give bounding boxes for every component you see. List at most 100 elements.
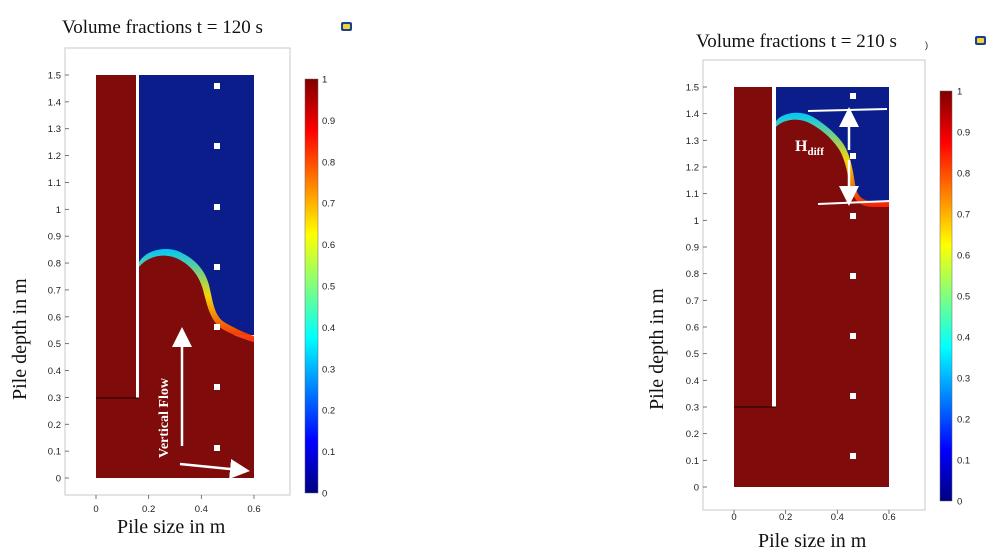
y-tick-label: 0.3 [686,403,699,414]
y-tick-label: 0.9 [686,243,699,254]
panel-right-title-suffix: ) [925,40,928,51]
y-tick-label: 0.4 [48,366,61,377]
y-tick-label: 0.1 [48,447,61,458]
y-tick-label: 1.4 [686,109,699,120]
probe-marker [850,153,856,159]
y-tick-label: 1.1 [48,178,61,189]
y-tick-label: 0.9 [48,232,61,243]
y-tick-label: 0.2 [48,420,61,431]
y-tick-label: 1.2 [686,163,699,174]
colorbar-tick-label: 0.4 [957,333,970,344]
y-tick-label: 0.2 [686,429,699,440]
panel-right-title-icon [975,36,986,45]
panel-left-colorbar [304,78,319,494]
panel-right-colorbar-ticks: 1 0.9 0.8 0.7 0.6 0.5 0.4 0.3 0.2 0.1 0 [957,87,970,508]
panel-right-colorbar [939,90,953,502]
x-tick-label: 0.2 [779,512,792,523]
colorbar-tick-label: 0.6 [957,251,970,262]
colorbar-tick-label: 1 [957,87,962,98]
x-tick-label: 0.2 [142,504,155,515]
panel-right-y-axis-label: Pile depth in m [646,288,668,410]
colorbar-tick-label: 0.5 [322,282,335,293]
colorbar-tick-label: 0.9 [322,116,335,127]
probe-markers [214,83,220,451]
panel-left-colorbar-ticks: 1 0.9 0.8 0.7 0.6 0.5 0.4 0.3 0.2 0.1 0 [322,75,335,500]
probe-marker [214,83,220,89]
probe-marker [850,93,856,99]
y-tick-label: 1.4 [48,97,61,108]
x-tick-label: 0.6 [882,512,895,523]
panel-right-x-axis-label: Pile size in m [758,530,867,552]
colorbar-tick-label: 0.1 [957,456,970,467]
y-tick-label: 0.5 [48,339,61,350]
colorbar-tick-label: 0.3 [322,364,335,375]
h-diff-label-main: H [795,138,808,155]
probe-marker [850,393,856,399]
panel-right-y-ticks: 1.5 1.4 1.3 1.2 1.1 1 0.9 0.8 0.7 0.6 0.5 0.4 0.3 0.2… [686,83,707,494]
h-diff-label: Hdiff [795,138,824,158]
y-tick-label: 0.6 [686,323,699,334]
panel-right-plot-area: Hdiff [734,87,891,487]
y-tick-label: 0.6 [48,312,61,323]
colorbar-tick-label: 0.2 [322,406,335,417]
h-diff-label-sub: diff [807,146,824,158]
pile-divider [136,75,139,398]
colorbar-tick-label: 0.7 [957,210,970,221]
x-tick-label: 0.4 [195,504,208,515]
colorbar-tick-label: 0.7 [322,199,335,210]
panel-left-y-axis-label: Pile depth in m [9,278,31,400]
colorbar-tick-label: 0.5 [957,292,970,303]
y-tick-label: 0.1 [686,456,699,467]
wall-bottom-region [96,398,254,478]
colorbar-tick-label: 0.9 [957,128,970,139]
y-tick-label: 1.5 [48,71,61,82]
plume-rim [139,249,254,342]
probe-marker [214,445,220,451]
probe-marker [850,273,856,279]
plume-high-region [776,119,889,487]
horizontal-flow-arrow [179,459,250,479]
panel-right-x-ticks: 0 0.2 0.4 0.6 [731,510,896,523]
y-tick-label: 0 [56,474,61,485]
probe-markers [850,93,856,459]
y-tick-label: 0.5 [686,349,699,360]
panel-left-title: Volume fractions t = 120 s [62,17,263,38]
probe-marker [214,264,220,270]
pile-divider [772,87,776,407]
panel-left-y-ticks: 1.5 1.4 1.3 1.2 1.1 1 0.9 0.8 0.7 0.6 0.5 0.4 0.3 0.2… [48,71,69,485]
probe-marker [850,453,856,459]
colorbar-tick-label: 1 [322,75,327,86]
y-tick-label: 1.1 [686,189,699,200]
colorbar-tick-label: 0.1 [322,447,335,458]
panel-left-x-ticks: 0 0.2 0.4 0.6 [93,495,261,515]
colorbar-tick-label: 0.8 [322,157,335,168]
colorbar-tick-label: 0 [322,489,327,500]
panel-left-x-axis-label: Pile size in m [117,516,226,538]
y-tick-label: 0.7 [686,296,699,307]
x-tick-label: 0 [731,512,736,523]
y-tick-label: 0.7 [48,285,61,296]
colorbar-tick-label: 0 [957,497,962,508]
y-tick-label: 0.8 [686,269,699,280]
probe-marker [850,213,856,219]
y-tick-label: 1.3 [48,124,61,135]
colorbar-tick-label: 0.8 [957,169,970,180]
x-tick-label: 0.6 [247,504,260,515]
y-tick-label: 1 [694,216,699,227]
wall-bottom-region [734,407,889,487]
colorbar-tick-label: 0.3 [957,374,970,385]
x-tick-label: 0.4 [831,512,844,523]
y-tick-label: 1.5 [686,83,699,94]
colorbar-tick-label: 0.2 [957,415,970,426]
y-tick-label: 0 [694,483,699,494]
probe-marker [850,333,856,339]
y-tick-label: 0.4 [686,376,699,387]
x-tick-label: 0 [93,504,98,515]
y-tick-label: 0.3 [48,393,61,404]
colorbar-tick-label: 0.6 [322,240,335,251]
panel-left: Volume fractions t = 120 s [9,17,352,538]
panel-left-title-icon [341,22,352,31]
y-tick-label: 1 [56,205,61,216]
y-tick-label: 1.3 [686,136,699,147]
